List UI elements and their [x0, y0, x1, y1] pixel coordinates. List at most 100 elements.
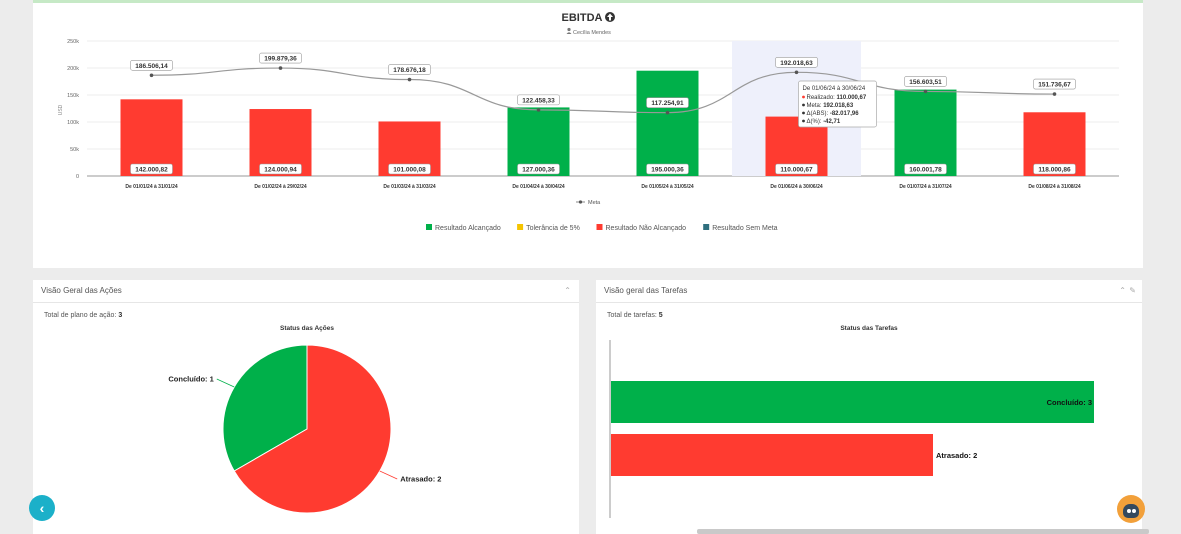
meta-label-box: [388, 64, 431, 75]
pie-slice-label: Atrasado: 2: [400, 475, 441, 484]
meta-label-box: [259, 52, 302, 64]
tooltip-row: Δ(%): -42,71: [807, 119, 841, 125]
assistant-bot-icon[interactable]: [1117, 495, 1145, 523]
meta-data-label: 156.603,51: [909, 79, 942, 86]
acoes-total-label: Total de plano de ação:: [44, 312, 119, 319]
bar-label-box: [259, 163, 302, 175]
y-axis-label: USD: [58, 104, 64, 115]
assistant-eye: [1127, 509, 1131, 513]
legend-swatch: [426, 224, 432, 230]
meta-data-label: 199.879,36: [264, 56, 297, 63]
pie-slice: [233, 344, 392, 514]
legend-item-label: Resultado Não Alcançado: [606, 225, 687, 232]
acoes-total: Total de plano de ação: 3: [44, 312, 122, 319]
meta-data-label: 117.254,91: [651, 100, 684, 107]
meta-label-box: [646, 97, 689, 108]
chevron-up-icon[interactable]: ⌃: [564, 286, 571, 295]
acoes-total-value: 3: [118, 312, 123, 319]
bar-data-label: 124.000,94: [264, 167, 297, 174]
meta-data-label: 186.506,14: [135, 63, 168, 70]
legend-swatch: [596, 224, 603, 230]
meta-point: [665, 110, 670, 115]
pencil-icon[interactable]: ✎: [1129, 286, 1136, 295]
pie-leader-line: [216, 378, 235, 388]
tooltip-row: Meta: 192.018,63: [807, 103, 854, 109]
horizontal-scrollbar[interactable]: [697, 529, 1149, 534]
tarefas-card-header: Visão geral das Tarefas ⌃ ✎: [596, 280, 1142, 303]
ebitda-bar: [894, 89, 957, 176]
meta-legend-marker: [578, 200, 583, 204]
tooltip-row: Realizado: 110.000,67: [807, 95, 867, 101]
bar-data-label: 127.000,36: [522, 167, 555, 174]
x-tick-label: De 01/08/24 à 31/08/24: [1028, 184, 1080, 190]
tooltip-bullet: [802, 111, 805, 115]
x-tick-label: De 01/05/24 à 31/05/24: [641, 184, 693, 190]
x-tick-label: De 01/06/24 à 30/06/24: [770, 184, 822, 190]
hbar-data-label: Atrasado: 2: [936, 451, 977, 460]
meta-point: [923, 89, 928, 94]
pie-slice: [222, 344, 308, 472]
x-tick-label: De 01/02/24 à 29/02/24: [254, 184, 306, 190]
meta-point: [149, 73, 154, 78]
hbar-data-label: Concluído: 3: [1047, 398, 1092, 407]
arrow-up-circle-icon: [605, 12, 615, 22]
meta-line: [151, 67, 1055, 114]
meta-data-label: 122.458,33: [522, 97, 555, 104]
tooltip-row-label: Δ(%):: [807, 119, 824, 125]
tooltip-row-label: Meta:: [807, 103, 824, 109]
x-tick-label: De 01/03/24 à 31/03/24: [383, 184, 435, 190]
tooltip-row-value: 110.000,67: [837, 95, 867, 101]
tarefas-bar-chart: Status das Tarefas Concluído: 3 Atrasado:…: [609, 325, 1094, 518]
x-tick-label: De 01/01/24 à 31/01/24: [125, 184, 177, 190]
meta-point: [794, 70, 799, 75]
bar-label-box: [130, 163, 173, 175]
acoes-pie-chart: Status das Ações Concluído: 1 Atrasado: 2: [168, 325, 441, 514]
tooltip-row-value: 192.018,63: [823, 103, 854, 109]
bar-label-box: [388, 163, 431, 175]
meta-data-label: 151.736,67: [1038, 82, 1071, 89]
meta-label-box: [517, 94, 560, 106]
chart-subtitle: Cecília Mendes: [573, 30, 611, 36]
bar-label-box: [517, 163, 560, 175]
y-tick-label: 50k: [70, 147, 79, 153]
tarefas-total-label: Total de tarefas:: [607, 312, 659, 319]
tarefas-card: Visão geral das Tarefas ⌃ ✎ Total de tar…: [596, 280, 1142, 534]
chevron-left-icon[interactable]: ‹: [29, 495, 55, 521]
legend-swatch: [517, 224, 524, 230]
bar-data-label: 110.000,67: [780, 167, 813, 174]
tooltip-title: De 01/06/24 à 30/06/24: [803, 86, 866, 92]
bar-label-box: [904, 163, 947, 175]
chevron-up-icon[interactable]: ⌃: [1119, 286, 1126, 295]
tooltip-box: [798, 80, 877, 128]
ebitda-bar: [636, 70, 699, 176]
hbar-bar: [611, 381, 1094, 423]
bar-label-box: [775, 163, 818, 175]
user-icon: [566, 27, 572, 34]
pie-slice-label: Concluído: 1: [168, 375, 213, 384]
legend-item-label: Resultado Alcançado: [435, 225, 501, 232]
bar-label-box: [646, 163, 689, 175]
assistant-eye: [1132, 509, 1136, 513]
pie-leader-line: [379, 470, 398, 480]
bar-data-label: 142.000,82: [135, 167, 168, 174]
tarefas-total-value: 5: [658, 312, 663, 319]
tooltip-bullet: [802, 103, 805, 107]
tooltip-row-value: -82.017,96: [830, 111, 859, 117]
chart-title: EBITDA: [562, 12, 603, 24]
bar-label-box: [1033, 163, 1076, 175]
legend-item-label: Tolerância de 5%: [526, 225, 580, 232]
hbar-title: Status das Tarefas: [840, 325, 898, 332]
y-tick-label: 150k: [67, 93, 79, 99]
tooltip-bullet: [802, 119, 805, 123]
legend-item-label: Resultado Sem Meta: [712, 225, 777, 232]
meta-point: [407, 77, 412, 82]
legend-swatch: [703, 224, 710, 230]
acoes-card-header: Visão Geral das Ações ⌃: [33, 280, 579, 303]
assistant-face: [1123, 504, 1139, 518]
tarefas-card-title: Visão geral das Tarefas: [604, 286, 688, 295]
y-tick-label: 0: [76, 174, 79, 180]
x-tick-label: De 01/07/24 à 31/07/24: [899, 184, 951, 190]
tooltip-row-label: Δ(ABS):: [807, 111, 830, 117]
y-tick-label: 200k: [67, 66, 79, 72]
meta-point: [536, 108, 541, 112]
